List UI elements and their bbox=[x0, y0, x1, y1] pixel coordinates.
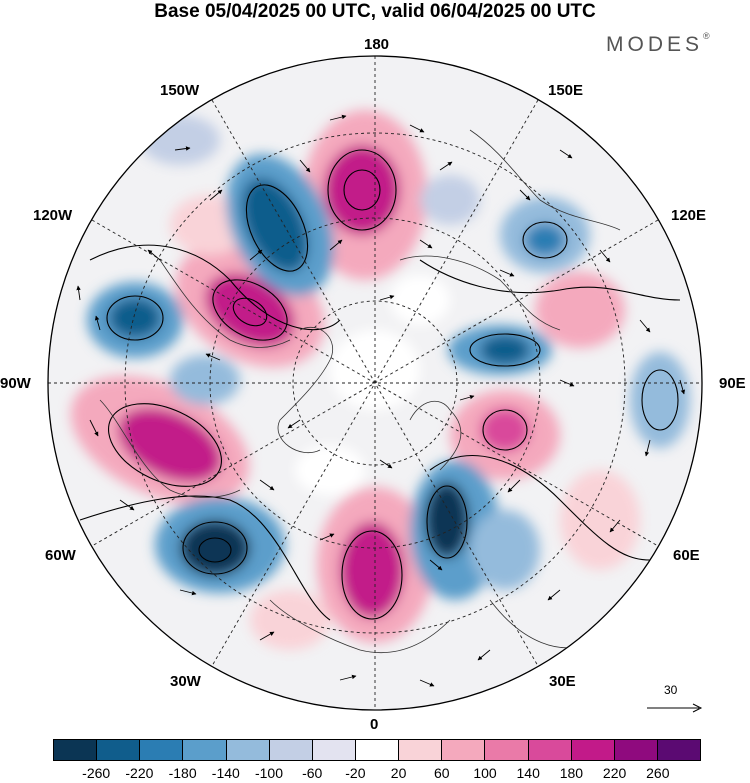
modes-brand-logo: MODES® bbox=[606, 31, 710, 57]
colorbar-tick-label: 100 bbox=[473, 765, 497, 781]
lon-label-120e: 120E bbox=[671, 207, 707, 224]
colorbar-tick-label: -100 bbox=[254, 765, 284, 781]
map-border bbox=[47, 55, 703, 711]
colorbar-segment bbox=[354, 740, 399, 760]
lon-label-60w: 60W bbox=[45, 547, 76, 564]
colorbar-tick-label: 60 bbox=[434, 765, 450, 781]
colorbar-tick-label: -180 bbox=[168, 765, 197, 781]
colorbar-tick-label: 140 bbox=[516, 765, 540, 781]
brand-text: MODES bbox=[606, 33, 704, 56]
lon-label-120w: 120W bbox=[33, 207, 73, 224]
wind-vectors bbox=[76, 114, 686, 687]
height-contours bbox=[79, 149, 681, 621]
colorbar-segment bbox=[311, 740, 355, 760]
colorbar-tick-label: -220 bbox=[125, 765, 154, 781]
lon-label-0: 0 bbox=[370, 716, 379, 733]
lon-label-30e: 30E bbox=[549, 673, 576, 690]
colorbar-tick-label: 20 bbox=[390, 765, 407, 781]
colorbar bbox=[53, 739, 701, 761]
colorbar-segment bbox=[656, 740, 701, 760]
colorbar-tick-label: 180 bbox=[559, 765, 584, 781]
colorbar-tick-label: 260 bbox=[646, 765, 670, 781]
reference-vector-label: 30 bbox=[664, 683, 678, 697]
lon-label-90e: 90E bbox=[719, 375, 746, 392]
colorbar-segment bbox=[182, 740, 226, 760]
colorbar-segment bbox=[54, 740, 97, 760]
colorbar-segment bbox=[398, 740, 442, 760]
brand-registered-mark: ® bbox=[703, 31, 710, 41]
colorbar-segment bbox=[268, 740, 312, 760]
polar-stereographic-map bbox=[47, 55, 703, 711]
colorbar-tick-label: -60 bbox=[302, 765, 323, 781]
colorbar-tick-label: 220 bbox=[602, 765, 627, 781]
colorbar-segment bbox=[139, 740, 183, 760]
chart-title: Base 05/04/2025 00 UTC, valid 06/04/2025… bbox=[154, 1, 596, 22]
lon-label-60e: 60E bbox=[673, 547, 700, 564]
reference-vector-arrow-icon bbox=[647, 703, 703, 713]
colorbar-ticks: -260 -220 -180 -140 -100 -60 -20 20 60 100 140 180 2… bbox=[0, 765, 750, 783]
colorbar-tick-label: -140 bbox=[211, 765, 240, 781]
graticule bbox=[48, 56, 702, 710]
colorbar-segment bbox=[96, 740, 140, 760]
colorbar-segment bbox=[484, 740, 528, 760]
colorbar-segment bbox=[613, 740, 657, 760]
colorbar-segment bbox=[225, 740, 269, 760]
lon-label-150e: 150E bbox=[548, 82, 584, 99]
lon-label-30w: 30W bbox=[170, 673, 201, 690]
lon-label-90w: 90W bbox=[0, 375, 31, 392]
lon-label-150w: 150W bbox=[160, 82, 200, 99]
colorbar-segment bbox=[527, 740, 571, 760]
lon-label-180: 180 bbox=[364, 36, 390, 53]
colorbar-tick-label: -20 bbox=[345, 765, 366, 781]
colorbar-segment bbox=[441, 740, 485, 760]
colorbar-segment bbox=[570, 740, 614, 760]
anomaly-field bbox=[48, 56, 702, 710]
colorbar-tick-label: -260 bbox=[82, 765, 111, 781]
